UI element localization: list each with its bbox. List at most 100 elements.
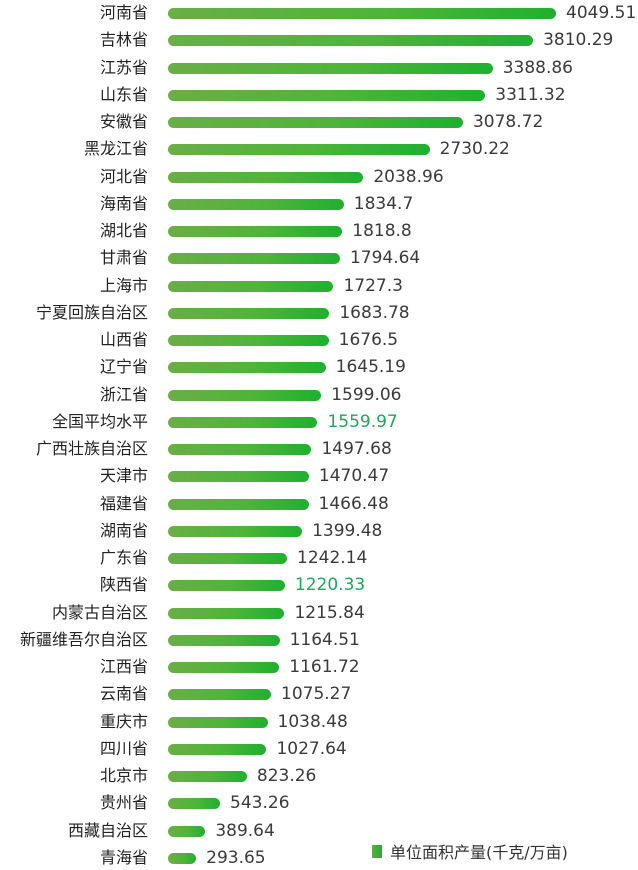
value-label: 1242.14 (297, 548, 368, 568)
category-label: 山西省 (99, 330, 148, 349)
bar (168, 471, 309, 483)
category-label: 广西壮族自治区 (35, 439, 148, 458)
value-label: 2730.22 (439, 139, 510, 160)
bar (168, 716, 268, 728)
bar (168, 144, 430, 156)
bar-row: 陕西省 1220.33 (0, 574, 638, 596)
category-label: 西藏自治区 (67, 820, 148, 840)
value-label: 543.26 (230, 793, 290, 814)
bar (168, 662, 280, 673)
bar-row: 安徽省 3078.72 (0, 111, 638, 133)
category-label: 江西省 (99, 657, 148, 676)
category-label: 贵州省 (99, 793, 148, 813)
category-label: 湖南省 (99, 520, 148, 540)
bar-row: 宁夏回族自治区 1683.78 (0, 302, 638, 324)
bar-row: 湖南省 1399.48 (0, 520, 638, 542)
value-label: 1818.8 (352, 221, 412, 241)
category-label: 河北省 (99, 166, 148, 186)
category-label: 吉林省 (99, 30, 148, 50)
bar (168, 498, 309, 510)
bar-row: 山东省 3311.32 (0, 84, 638, 106)
category-label: 四川省 (99, 738, 148, 758)
bar-row: 青海省 293.65 (0, 847, 638, 869)
bar-row: 北京市 823.26 (0, 765, 638, 787)
value-label: 1027.64 (276, 738, 347, 759)
bar-row: 广东省 1242.14 (0, 547, 638, 569)
value-label: 823.26 (256, 766, 317, 786)
category-label: 辽宁省 (99, 357, 148, 377)
bar (168, 389, 322, 401)
bar-row: 四川省 1027.64 (0, 738, 638, 760)
bar-row: 新疆维吾尔自治区 1164.51 (0, 629, 638, 651)
category-label: 广东省 (99, 548, 148, 567)
bar (168, 362, 326, 374)
category-label: 浙江省 (99, 384, 148, 404)
bar (168, 307, 330, 319)
bar (168, 89, 486, 101)
value-label: 3311.32 (495, 84, 566, 105)
value-label: 1676.5 (338, 330, 399, 350)
value-label: 1164.51 (289, 629, 360, 650)
bar (168, 525, 303, 537)
value-label: 3810.29 (543, 30, 614, 51)
bar (168, 771, 247, 782)
bar-row: 福建省 1466.48 (0, 493, 638, 515)
category-label: 北京市 (99, 766, 148, 785)
category-label: 陕西省 (99, 575, 148, 595)
value-label: 1794.64 (349, 248, 421, 269)
value-label: 1466.48 (318, 493, 389, 514)
value-label: 1038.48 (277, 711, 348, 732)
value-label: 1220.33 (294, 575, 366, 596)
category-label: 新疆维吾尔自治区 (19, 629, 148, 649)
bar (168, 335, 329, 346)
bar-row: 西藏自治区 389.64 (0, 820, 638, 842)
bar-row: 内蒙古自治区 1215.84 (0, 602, 638, 624)
value-label: 1683.78 (339, 302, 410, 323)
bar-row: 湖北省 1818.8 (0, 220, 638, 242)
bar-row: 云南省 1075.27 (0, 683, 638, 705)
bar (168, 798, 221, 810)
bar (168, 825, 206, 837)
bar (168, 8, 556, 19)
value-label: 1470.47 (318, 466, 390, 487)
bar (168, 444, 312, 455)
value-label: 1599.06 (331, 384, 402, 405)
value-label: 1215.84 (294, 602, 365, 623)
category-label: 宁夏回族自治区 (35, 302, 148, 322)
category-label: 安徽省 (99, 112, 148, 131)
bar (168, 743, 267, 755)
bar (168, 117, 463, 128)
value-label: 3078.72 (472, 112, 544, 132)
value-label: 1075.27 (281, 684, 352, 705)
category-label: 甘肃省 (99, 248, 148, 268)
chart-legend: 单位面积产量(千克/万亩) (372, 840, 568, 862)
bar-row: 甘肃省 1794.64 (0, 247, 638, 269)
bar-row: 重庆市 1038.48 (0, 711, 638, 733)
legend-swatch-icon (372, 844, 382, 858)
bar-row: 浙江省 1599.06 (0, 384, 638, 406)
bar-row: 海南省 1834.7 (0, 193, 638, 215)
bar-row: 河南省 4049.51 (0, 2, 638, 24)
value-label: 1161.72 (289, 657, 360, 677)
bar-row: 广西壮族自治区 1497.68 (0, 438, 638, 460)
bar (168, 62, 493, 74)
category-label: 江苏省 (99, 57, 148, 77)
bar-row: 河北省 2038.96 (0, 166, 638, 188)
value-label: 1497.68 (321, 439, 392, 459)
category-label: 黑龙江省 (83, 139, 148, 159)
bar (168, 226, 343, 237)
bar-row: 山西省 1676.5 (0, 329, 638, 351)
bar (168, 634, 280, 646)
bar (168, 35, 534, 47)
legend-label: 单位面积产量(千克/万亩) (390, 843, 568, 862)
bar-row: 全国平均水平 1559.97 (0, 411, 638, 433)
value-label: 1559.97 (327, 411, 398, 432)
category-label: 海南省 (99, 193, 148, 213)
category-label: 湖北省 (99, 221, 148, 240)
bar (168, 416, 318, 428)
category-label: 内蒙古自治区 (51, 602, 148, 622)
bar (168, 852, 197, 864)
category-label: 山东省 (99, 84, 148, 104)
value-label: 1399.48 (312, 520, 383, 541)
